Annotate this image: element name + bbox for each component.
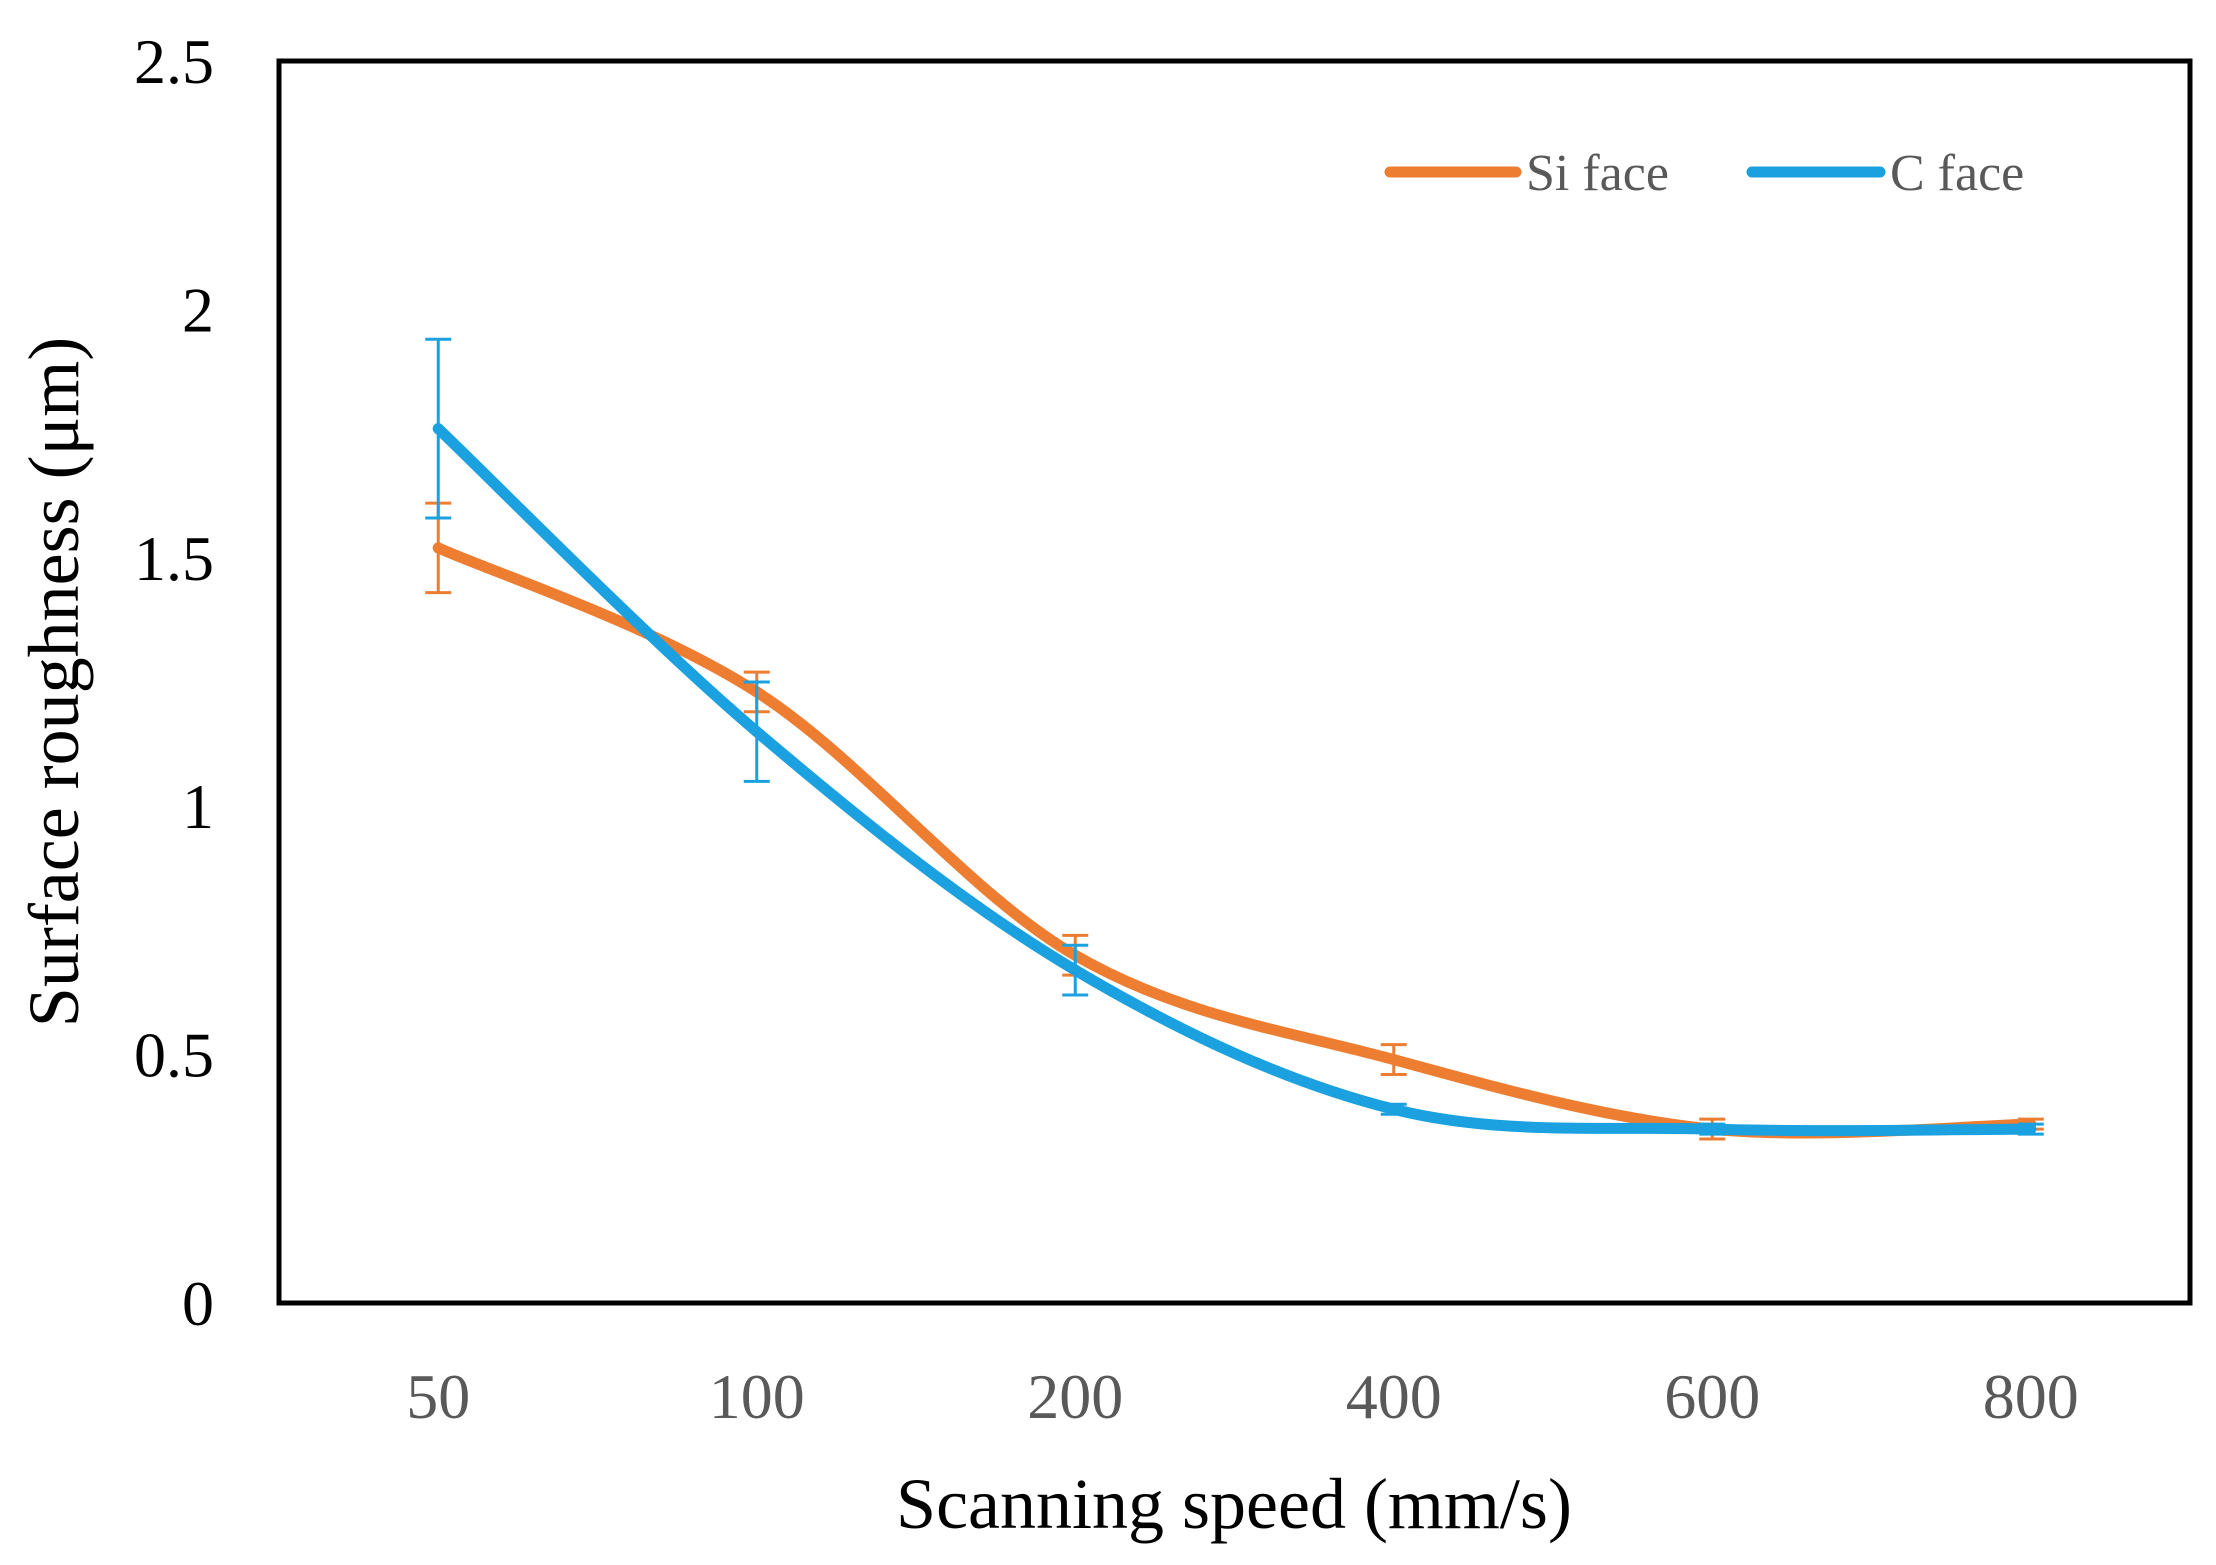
series-c-face <box>425 337 2044 1137</box>
y-tick-label: 0.5 <box>134 1020 214 1091</box>
legend-item: Si face <box>1384 145 1669 202</box>
x-axis-title: Scanning speed (mm/s) <box>896 1464 1572 1544</box>
data-point <box>432 542 444 554</box>
data-point <box>432 423 444 435</box>
x-axis-ticks: 50 100 200 400 600 800 <box>406 1361 2079 1432</box>
y-tick-label: 2 <box>182 274 214 345</box>
x-tick-label: 50 <box>406 1361 470 1432</box>
legend-label: C face <box>1890 145 2024 202</box>
data-point <box>1069 964 1081 976</box>
data-point <box>2025 1123 2037 1135</box>
y-tick-label: 2.5 <box>134 26 214 97</box>
series-line <box>432 423 2037 1137</box>
x-tick-label: 600 <box>1664 1361 1760 1432</box>
data-point <box>1388 1103 1400 1115</box>
y-axis-title: Surface roughness (μm) <box>14 337 94 1027</box>
legend-label: Si face <box>1526 145 1669 202</box>
y-tick-label: 0 <box>182 1268 214 1339</box>
legend: Si face C face <box>1384 145 2024 202</box>
x-tick-label: 800 <box>1983 1361 2079 1432</box>
y-tick-label: 1.5 <box>134 523 214 594</box>
x-tick-label: 100 <box>709 1361 805 1432</box>
data-point <box>1388 1054 1400 1066</box>
data-point <box>1706 1123 1718 1135</box>
y-axis-ticks: 0 0.5 1 1.5 2 2.5 <box>134 26 214 1339</box>
legend-item: C face <box>1746 145 2024 202</box>
series-line <box>432 542 2037 1139</box>
plot-area-frame <box>276 58 2193 1306</box>
data-point <box>751 726 763 738</box>
series-layer <box>425 337 2044 1141</box>
x-tick-label: 400 <box>1346 1361 1442 1432</box>
series-si-face <box>425 501 2044 1141</box>
x-tick-label: 200 <box>1027 1361 1123 1432</box>
y-tick-label: 1 <box>182 771 214 842</box>
